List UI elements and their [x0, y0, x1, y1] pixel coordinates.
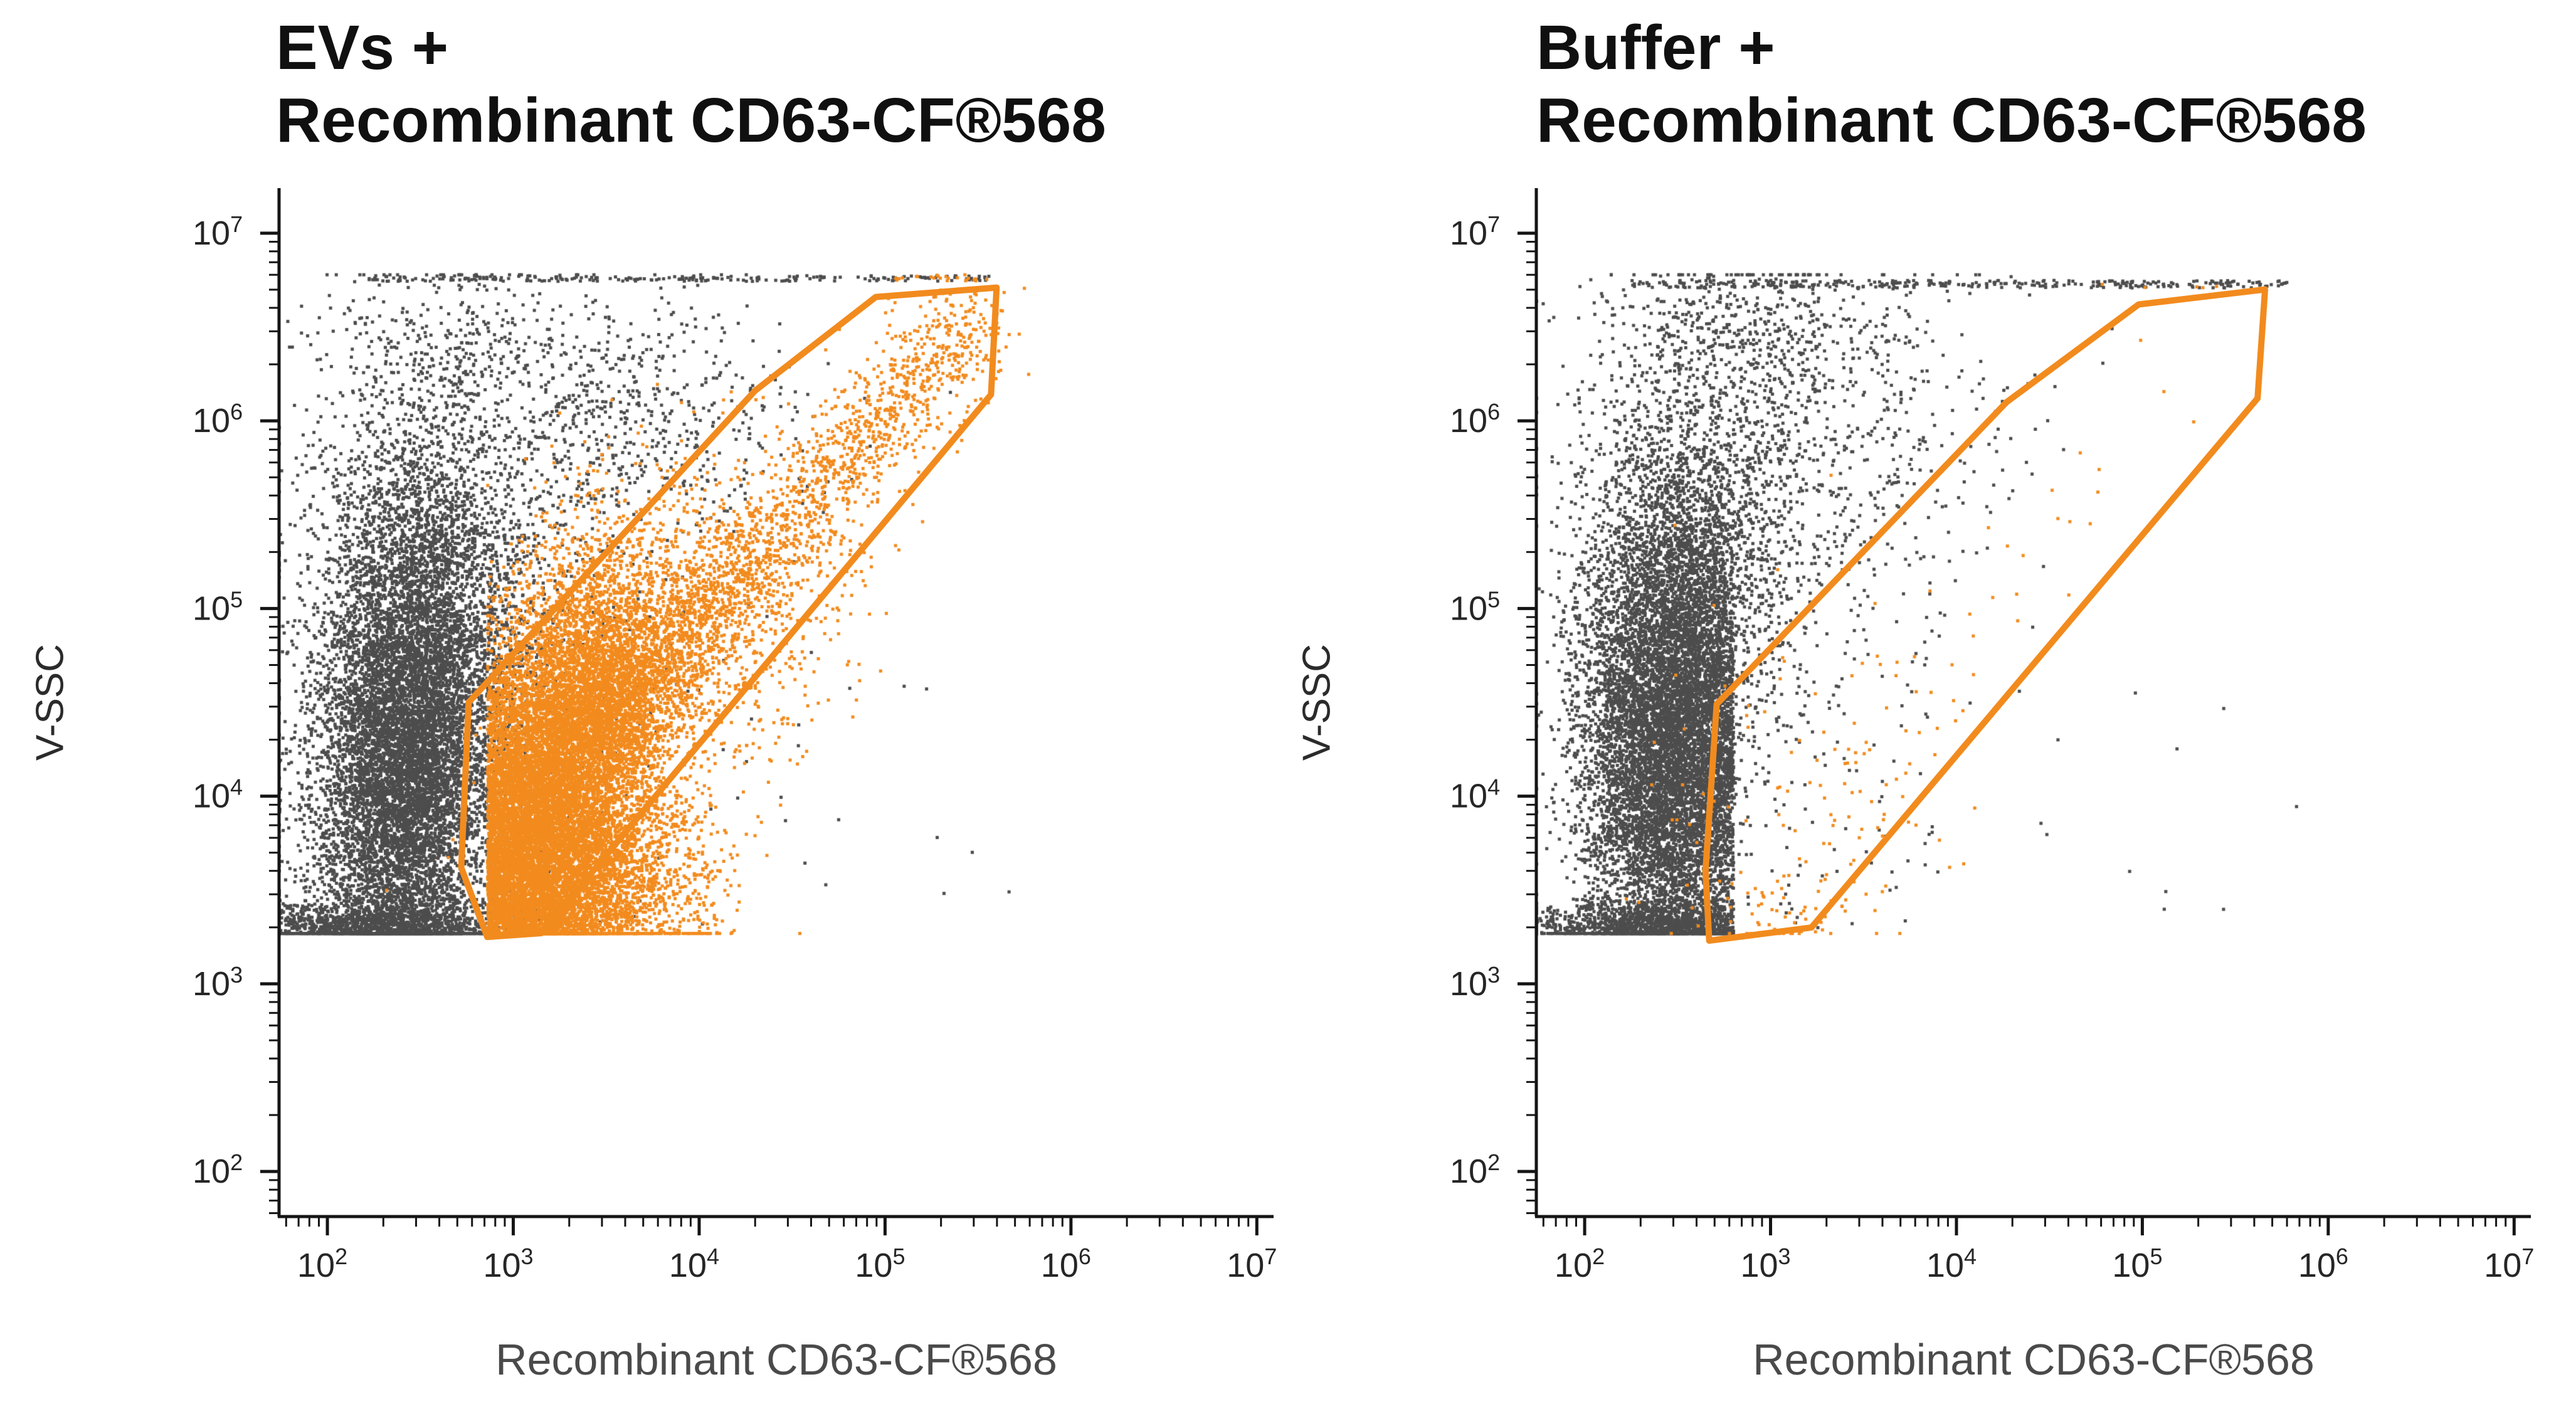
- panel-title-evs-line2: Recombinant CD63-CF®568: [276, 85, 1106, 156]
- panel-title-buffer: Buffer + Recombinant CD63-CF®568: [1536, 11, 2367, 157]
- scatter-plot-buffer: [1536, 188, 2531, 1217]
- x-axis-label-buffer: Recombinant CD63-CF®568: [1753, 1335, 2315, 1384]
- svg-text:107: 107: [1227, 1244, 1277, 1284]
- y-axis-label-buffer: V-SSC: [1295, 643, 1339, 761]
- svg-text:107: 107: [193, 211, 243, 252]
- svg-text:103: 103: [1740, 1244, 1790, 1284]
- svg-text:106: 106: [193, 399, 243, 440]
- svg-text:104: 104: [1926, 1244, 1977, 1284]
- svg-text:103: 103: [193, 962, 243, 1003]
- svg-text:107: 107: [1450, 211, 1500, 252]
- svg-text:105: 105: [193, 586, 243, 627]
- svg-text:102: 102: [193, 1149, 243, 1190]
- svg-text:104: 104: [193, 774, 243, 815]
- y-axis-label-evs: V-SSC: [28, 643, 72, 761]
- svg-text:106: 106: [2298, 1244, 2348, 1284]
- svg-text:103: 103: [483, 1244, 533, 1284]
- panel-title-evs-line1: EVs +: [276, 13, 449, 83]
- panel-title-buffer-line2: Recombinant CD63-CF®568: [1536, 85, 2367, 156]
- svg-text:107: 107: [2484, 1244, 2534, 1284]
- svg-text:105: 105: [855, 1244, 905, 1284]
- svg-text:104: 104: [1450, 774, 1500, 815]
- svg-text:102: 102: [1555, 1244, 1605, 1284]
- svg-text:105: 105: [1450, 586, 1500, 627]
- panel-title-buffer-line1: Buffer +: [1536, 13, 1775, 83]
- scatter-plot-evs: [279, 188, 1274, 1217]
- svg-text:104: 104: [669, 1244, 719, 1284]
- svg-text:102: 102: [1450, 1149, 1500, 1190]
- svg-text:102: 102: [297, 1244, 347, 1284]
- x-axis-label-evs: Recombinant CD63-CF®568: [495, 1335, 1057, 1384]
- panel-title-evs: EVs + Recombinant CD63-CF®568: [276, 11, 1106, 157]
- svg-text:106: 106: [1041, 1244, 1091, 1284]
- svg-text:105: 105: [2112, 1244, 2162, 1284]
- svg-text:106: 106: [1450, 399, 1500, 440]
- svg-text:103: 103: [1450, 962, 1500, 1003]
